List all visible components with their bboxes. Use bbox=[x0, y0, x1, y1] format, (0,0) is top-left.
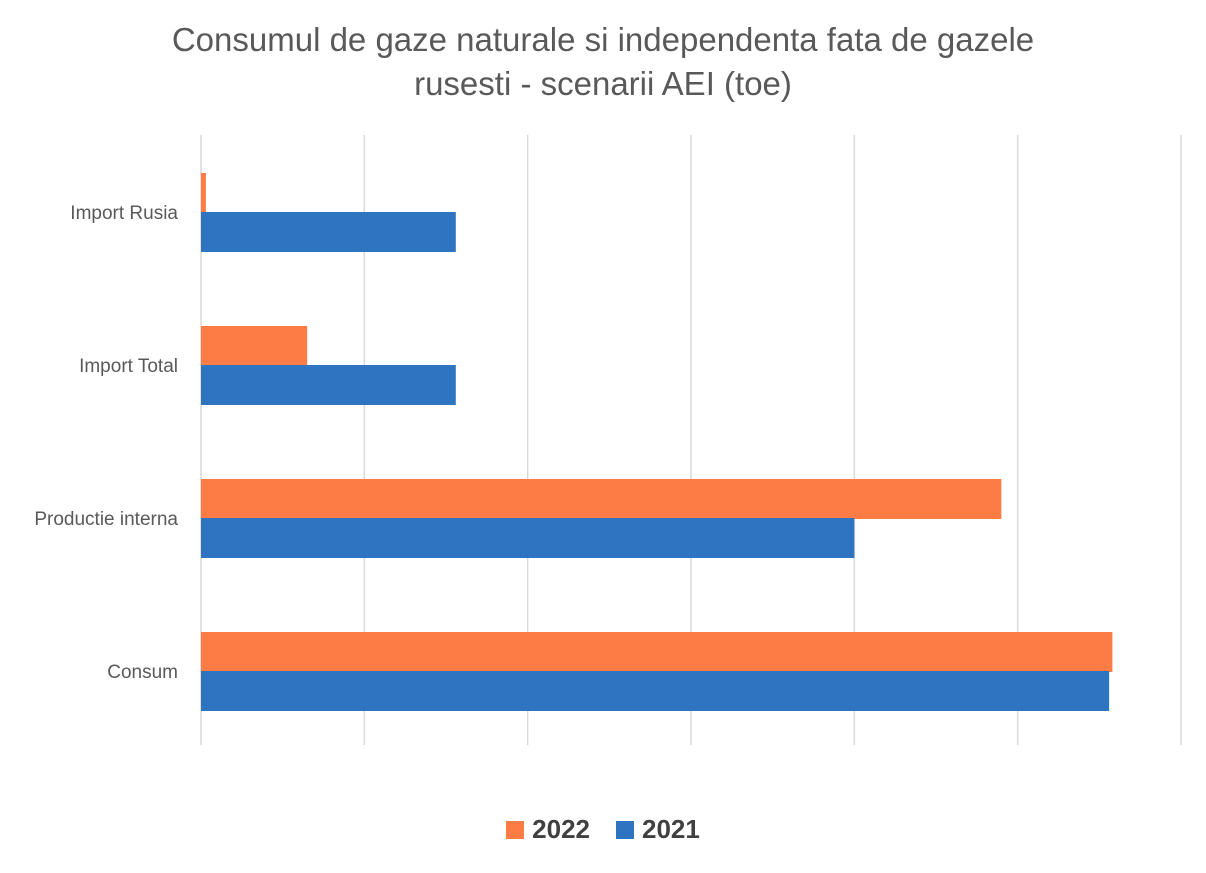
bar-2022-consum bbox=[201, 632, 1113, 672]
chart-title: Consumul de gaze naturale si independent… bbox=[0, 18, 1206, 106]
chart-title-line-2: rusesti - scenarii AEI (toe) bbox=[414, 65, 792, 102]
bars bbox=[201, 173, 1113, 711]
category-label-import-rusia: Import Rusia bbox=[70, 203, 178, 224]
legend-swatch-2022 bbox=[506, 820, 525, 839]
legend-item-2021: 2021 bbox=[616, 814, 700, 845]
bar-2022-productie-interna bbox=[201, 479, 1002, 519]
bar-2022-import-rusia bbox=[201, 173, 206, 213]
legend: 2022 2021 bbox=[0, 814, 1206, 845]
category-label-consum: Consum bbox=[107, 662, 178, 683]
bar-2022-import-total bbox=[201, 326, 308, 366]
category-labels: Import Rusia Import Total Productie intern… bbox=[34, 203, 178, 683]
chart-title-line-1: Consumul de gaze naturale si independent… bbox=[171, 21, 1035, 58]
legend-swatch-2021 bbox=[616, 820, 634, 839]
category-label-import-total: Import Total bbox=[79, 356, 178, 377]
legend-label-2022: 2022 bbox=[532, 814, 590, 844]
bar-2021-import-rusia bbox=[201, 212, 456, 252]
legend-label-2021: 2021 bbox=[642, 814, 700, 844]
bar-2021-consum bbox=[201, 671, 1110, 711]
category-label-productie-interna: Productie interna bbox=[34, 509, 178, 530]
bar-2021-import-total bbox=[201, 365, 456, 405]
bar-2021-productie-interna bbox=[201, 518, 855, 558]
legend-item-2022: 2022 bbox=[506, 814, 590, 845]
